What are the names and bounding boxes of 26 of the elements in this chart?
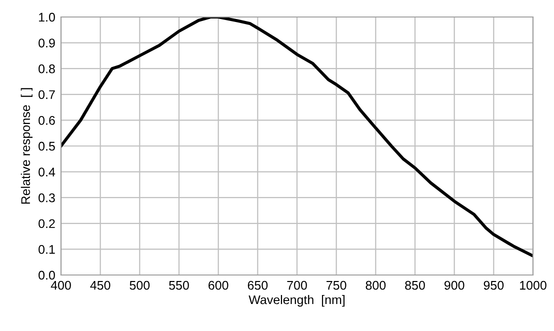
y-tick-label: 0.4: [38, 168, 56, 176]
y-tick-label: 0.2: [38, 219, 55, 228]
x-tick-label: 900: [444, 280, 464, 290]
x-tick-label: 700: [287, 280, 307, 290]
x-tick-label: 850: [405, 280, 425, 290]
x-tick-label: 650: [248, 280, 268, 290]
x-axis-title: Wavelength [nm]: [248, 294, 345, 307]
x-tick-label: 800: [366, 280, 386, 290]
x-tick-label: 400: [50, 280, 71, 290]
y-tick-label: 0.8: [38, 64, 55, 74]
x-tick-label: 500: [130, 280, 150, 290]
x-tick-label: 550: [169, 280, 189, 290]
y-tick-label: 0.0: [38, 270, 55, 280]
x-tick-label: 600: [208, 280, 228, 290]
y-tick-label: 0.9: [38, 38, 55, 48]
y-tick-label: 0.5: [38, 142, 55, 151]
y-axis-title: Relative response [ ]: [20, 88, 33, 204]
x-tick-label: 750: [326, 280, 346, 290]
x-tick-label: 950: [484, 280, 504, 290]
y-tick-label: 0.3: [38, 193, 55, 202]
y-tick-label: 0.6: [38, 116, 55, 125]
x-tick-label: 1000: [520, 280, 546, 290]
x-tick-label: 450: [90, 280, 110, 290]
y-tick-label: 1.0: [39, 12, 55, 22]
y-tick-label: 0.1: [38, 245, 55, 254]
y-tick-label: 0.7: [38, 90, 55, 100]
